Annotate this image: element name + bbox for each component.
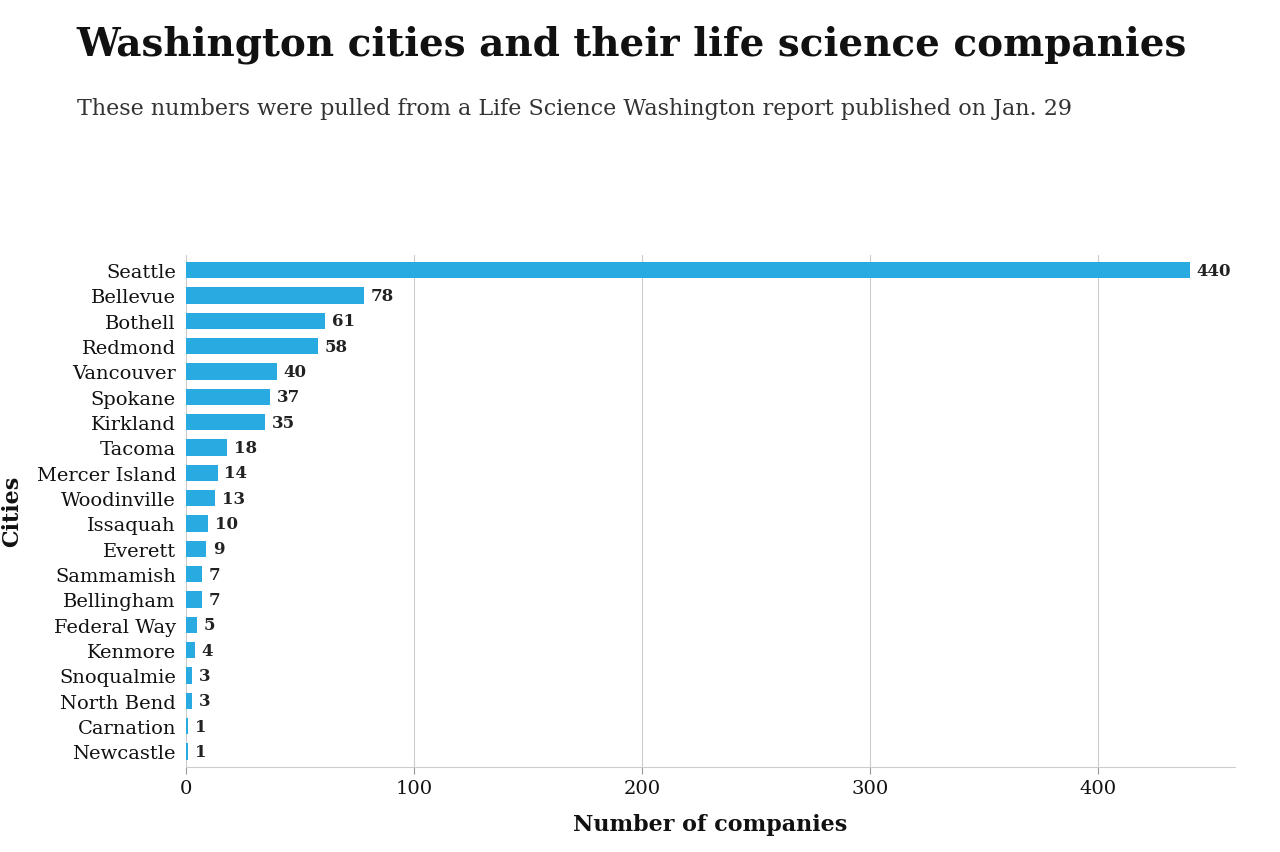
- Text: 10: 10: [215, 515, 238, 532]
- Bar: [186, 718, 188, 734]
- Text: 14: 14: [224, 464, 247, 481]
- Text: 7: 7: [209, 591, 220, 608]
- Bar: [186, 744, 188, 760]
- Text: 37: 37: [276, 389, 300, 406]
- Bar: [186, 541, 206, 557]
- Y-axis label: Cities: Cities: [1, 475, 23, 547]
- Text: 4: 4: [201, 642, 212, 659]
- Bar: [186, 338, 317, 355]
- Text: 5: 5: [204, 617, 215, 634]
- Text: 13: 13: [223, 490, 246, 507]
- Bar: [186, 440, 227, 456]
- Text: 3: 3: [200, 667, 211, 684]
- Text: 1: 1: [195, 718, 206, 734]
- Text: Washington cities and their life science companies: Washington cities and their life science…: [77, 26, 1187, 64]
- Bar: [186, 591, 201, 608]
- Bar: [186, 567, 201, 583]
- Text: 40: 40: [284, 364, 307, 381]
- Text: 3: 3: [200, 693, 211, 710]
- Text: 1: 1: [195, 743, 206, 760]
- Bar: [186, 314, 325, 330]
- X-axis label: Number of companies: Number of companies: [573, 813, 847, 835]
- Text: 9: 9: [212, 541, 224, 558]
- Bar: [186, 389, 270, 406]
- Text: 61: 61: [332, 313, 355, 330]
- Bar: [186, 414, 265, 431]
- Bar: [186, 490, 215, 507]
- Bar: [186, 617, 197, 633]
- Bar: [186, 642, 195, 659]
- Bar: [186, 262, 1189, 279]
- Text: 58: 58: [325, 338, 348, 355]
- Text: 440: 440: [1197, 262, 1231, 279]
- Bar: [186, 515, 209, 532]
- Text: 78: 78: [370, 288, 394, 304]
- Bar: [186, 288, 364, 304]
- Bar: [186, 465, 218, 481]
- Bar: [186, 364, 276, 380]
- Bar: [186, 667, 192, 684]
- Text: 18: 18: [233, 440, 257, 457]
- Text: 35: 35: [273, 414, 296, 431]
- Text: These numbers were pulled from a Life Science Washington report published on Jan: These numbers were pulled from a Life Sc…: [77, 98, 1071, 120]
- Text: 7: 7: [209, 566, 220, 583]
- Bar: [186, 693, 192, 709]
